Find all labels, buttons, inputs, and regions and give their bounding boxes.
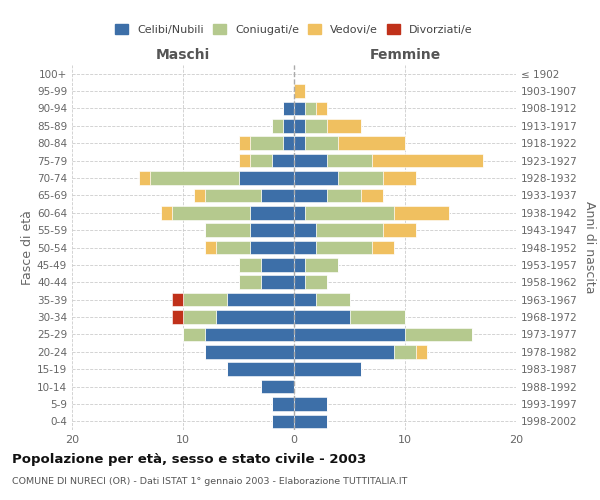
Bar <box>294 293 316 306</box>
Text: Femmine: Femmine <box>370 48 440 62</box>
Bar <box>294 206 305 220</box>
Bar <box>416 345 427 358</box>
Bar <box>294 276 305 289</box>
Bar <box>372 154 483 168</box>
Bar <box>194 188 205 202</box>
Bar <box>216 310 294 324</box>
Bar <box>361 188 383 202</box>
Bar <box>205 345 294 358</box>
Bar <box>227 293 294 306</box>
Bar <box>338 171 383 185</box>
Bar <box>183 293 227 306</box>
Bar <box>316 293 349 306</box>
Bar <box>294 328 405 341</box>
Y-axis label: Fasce di età: Fasce di età <box>21 210 34 285</box>
Bar <box>294 258 305 272</box>
Bar <box>161 206 172 220</box>
Bar <box>316 102 328 115</box>
Bar <box>294 84 305 98</box>
Bar <box>305 119 328 132</box>
Bar <box>294 224 316 237</box>
Bar <box>283 102 294 115</box>
Bar <box>294 188 328 202</box>
Text: COMUNE DI NURECI (OR) - Dati ISTAT 1° gennaio 2003 - Elaborazione TUTTITALIA.IT: COMUNE DI NURECI (OR) - Dati ISTAT 1° ge… <box>12 478 407 486</box>
Bar <box>283 136 294 150</box>
Bar <box>372 240 394 254</box>
Bar <box>250 206 294 220</box>
Bar <box>294 102 305 115</box>
Bar <box>328 188 361 202</box>
Bar <box>239 276 260 289</box>
Text: Maschi: Maschi <box>156 48 210 62</box>
Bar <box>260 258 294 272</box>
Bar <box>183 310 216 324</box>
Bar <box>239 136 250 150</box>
Bar <box>250 240 294 254</box>
Bar <box>294 171 338 185</box>
Bar <box>394 206 449 220</box>
Bar <box>294 414 328 428</box>
Bar <box>250 224 294 237</box>
Bar <box>305 276 328 289</box>
Bar <box>183 328 205 341</box>
Bar <box>294 345 394 358</box>
Bar <box>227 362 294 376</box>
Bar <box>305 206 394 220</box>
Bar <box>349 310 405 324</box>
Bar <box>139 171 150 185</box>
Bar <box>205 224 250 237</box>
Bar <box>272 397 294 410</box>
Legend: Celibi/Nubili, Coniugati/e, Vedovi/e, Divorziati/e: Celibi/Nubili, Coniugati/e, Vedovi/e, Di… <box>111 20 477 39</box>
Bar <box>216 240 250 254</box>
Bar <box>294 362 361 376</box>
Bar <box>172 293 183 306</box>
Bar <box>205 240 216 254</box>
Bar <box>205 328 294 341</box>
Bar <box>316 224 383 237</box>
Bar <box>250 154 272 168</box>
Bar <box>305 102 316 115</box>
Bar <box>205 188 260 202</box>
Bar <box>294 119 305 132</box>
Bar <box>294 240 316 254</box>
Bar <box>328 119 361 132</box>
Bar <box>305 136 338 150</box>
Bar <box>272 119 283 132</box>
Bar <box>260 276 294 289</box>
Bar <box>383 224 416 237</box>
Bar <box>272 154 294 168</box>
Bar <box>172 310 183 324</box>
Bar <box>172 206 250 220</box>
Bar <box>294 136 305 150</box>
Bar <box>316 240 372 254</box>
Bar <box>150 171 239 185</box>
Text: Popolazione per età, sesso e stato civile - 2003: Popolazione per età, sesso e stato civil… <box>12 452 366 466</box>
Bar <box>239 154 250 168</box>
Bar <box>405 328 472 341</box>
Bar <box>328 154 372 168</box>
Bar <box>239 258 260 272</box>
Bar <box>250 136 283 150</box>
Bar <box>394 345 416 358</box>
Bar <box>260 188 294 202</box>
Bar <box>260 380 294 394</box>
Bar <box>294 310 349 324</box>
Bar <box>383 171 416 185</box>
Bar <box>338 136 405 150</box>
Bar <box>294 397 328 410</box>
Bar <box>294 154 328 168</box>
Bar <box>283 119 294 132</box>
Bar <box>272 414 294 428</box>
Bar <box>239 171 294 185</box>
Y-axis label: Anni di nascita: Anni di nascita <box>583 201 596 294</box>
Bar <box>305 258 338 272</box>
